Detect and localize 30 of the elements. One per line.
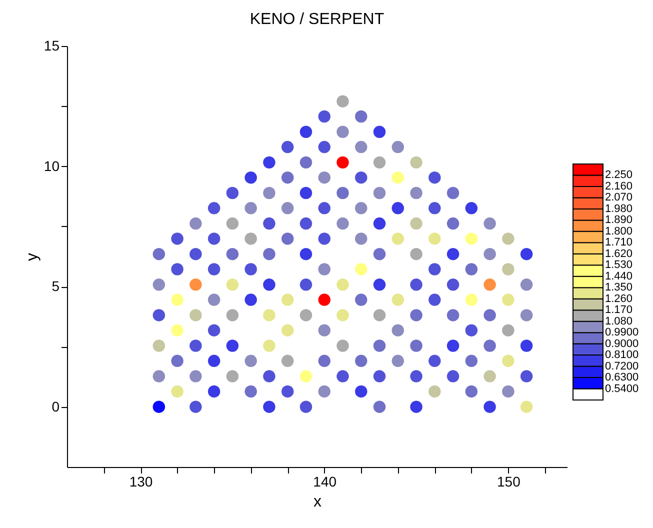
color-bar-label: 1.260 [605, 292, 633, 305]
y-tick-label: 5 [52, 278, 60, 294]
color-bar-label: 1.890 [605, 214, 633, 226]
color-bar-label: 2.160 [605, 180, 633, 192]
color-bar-label: 0.9900 [605, 326, 639, 339]
x-tick-label: 140 [313, 474, 337, 490]
color-bar-label: 1.800 [605, 225, 633, 238]
y-axis-title: y [24, 253, 41, 261]
color-bar-label: 1.530 [605, 259, 633, 272]
color-bar-label: 1.170 [605, 304, 633, 316]
color-bar-label: 0.8100 [605, 349, 639, 362]
y-tick-label: 10 [44, 158, 60, 174]
x-axis-title: x [314, 494, 322, 510]
color-bar-label: 2.070 [605, 192, 633, 204]
color-bar-label: 0.6300 [605, 372, 639, 384]
x-tick-label: 130 [129, 474, 153, 490]
color-bar-label: 1.350 [605, 282, 633, 294]
color-bar-label: 2.250 [605, 169, 633, 182]
color-bar-label: 1.080 [605, 315, 633, 328]
color-bar-label: 0.5400 [605, 382, 639, 395]
chart-title: KENO / SERPENT [250, 11, 384, 28]
color-bar-label: 1.620 [605, 248, 633, 260]
color-bar-label: 0.9000 [605, 338, 639, 350]
y-tick-label: 15 [44, 38, 60, 54]
color-bar-label: 0.7200 [605, 360, 639, 372]
x-tick-label: 150 [496, 474, 521, 490]
y-tick-label: 0 [52, 398, 60, 414]
color-bar-label: 1.440 [605, 270, 633, 282]
color-bar-label: 1.980 [605, 202, 633, 215]
color-bar-label: 1.710 [605, 236, 633, 249]
